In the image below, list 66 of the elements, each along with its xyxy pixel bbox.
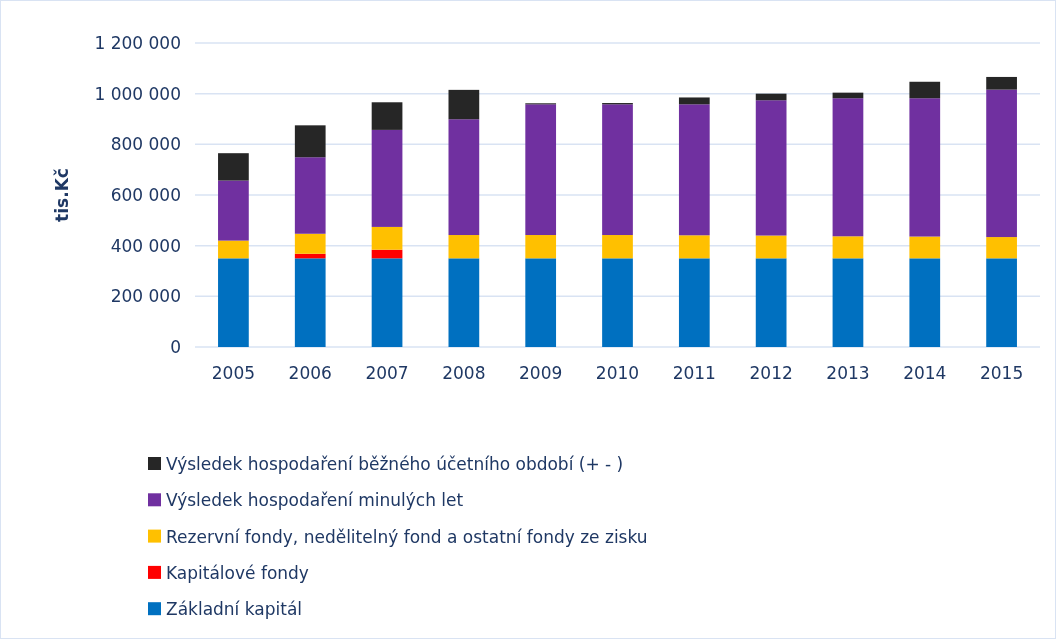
bar [525,258,557,347]
legend-label: Výsledek hospodaření minulých let [166,490,464,511]
bar [755,100,787,236]
bar [678,104,710,236]
y-tick-label: 400 000 [110,235,181,256]
bar [909,98,941,237]
bar [832,236,864,259]
bar [294,125,326,158]
bar [909,81,941,99]
bar [371,226,403,250]
bar [371,129,403,227]
bar [525,235,557,259]
legend-label: Výsledek hospodaření běžného účetního období (+ - ) [166,453,624,474]
y-axis-title: tis.Kč [52,168,72,222]
bar [909,236,941,259]
y-tick-label: 800 000 [110,134,181,155]
bar [602,235,633,259]
bar [294,258,326,347]
y-tick-label: 200 000 [110,286,181,307]
bar [525,104,557,236]
x-tick-label: 2014 [903,363,947,383]
bar [218,153,249,181]
x-tick-label: 2015 [979,363,1024,383]
bar [602,258,633,347]
bar [755,235,787,259]
bar [678,97,710,105]
bar [218,180,249,241]
bar [832,258,864,347]
legend-label: Rezervní fondy, nedělitelný fond a ostatní fondy ze zisku [166,526,648,547]
x-tick-label: 2005 [211,363,256,383]
bar [448,119,480,236]
bar [448,89,480,120]
bar [986,89,1017,238]
bar [448,235,480,259]
bar [678,235,710,259]
x-tick-label: 2008 [442,363,486,383]
bar [371,102,403,130]
y-tick-label: 600 000 [110,184,181,205]
legend-label: Kapitálové fondy [166,562,309,583]
bar [755,258,787,347]
bar [986,258,1017,347]
bar [986,237,1017,259]
bar [832,98,864,237]
bar [371,258,403,347]
x-tick-label: 2006 [288,363,332,383]
bar [678,258,710,347]
x-tick-label: 2007 [365,363,409,383]
bar [218,240,249,259]
x-tick-label: 2009 [519,363,563,383]
bar [218,258,249,347]
bar [371,249,403,259]
bar [909,258,941,347]
y-tick-label: 1 200 000 [94,32,181,53]
x-tick-label: 2011 [672,363,716,383]
bar [294,157,326,234]
x-tick-label: 2013 [826,363,870,383]
bar [294,233,326,254]
x-tick-label: 2012 [749,363,793,383]
bar [755,93,787,101]
bar [602,104,633,236]
y-tick-label: 1 000 000 [94,83,181,104]
legend-label: Základní kapitál [166,599,303,620]
y-tick-label: 0 [170,336,181,357]
bar [448,258,480,347]
x-tick-label: 2010 [595,363,640,383]
bar [986,76,1017,90]
